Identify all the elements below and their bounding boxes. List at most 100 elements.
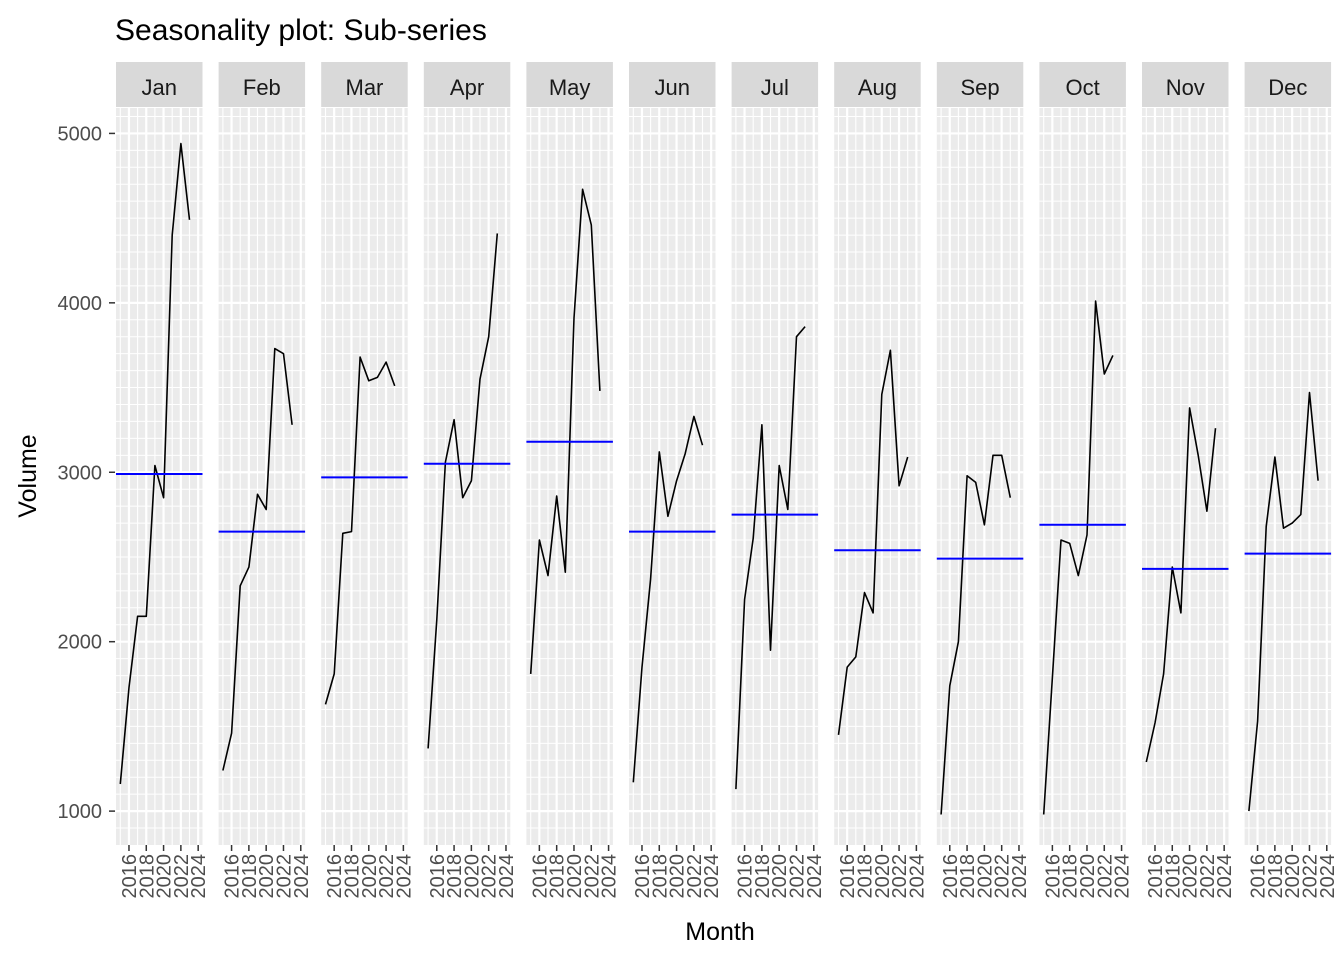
facet-strip-label: Feb bbox=[243, 75, 281, 100]
x-tick-label: 2018 bbox=[854, 854, 876, 899]
x-tick-label: 2016 bbox=[940, 854, 962, 899]
x-tick-label: 2022 bbox=[786, 854, 808, 899]
facet-strip-label: Jun bbox=[655, 75, 690, 100]
x-tick-label: 2024 bbox=[291, 854, 313, 899]
panel-background bbox=[526, 108, 613, 845]
panel-background bbox=[936, 108, 1024, 845]
facet-strip-label: Oct bbox=[1066, 75, 1100, 100]
series-line-apr bbox=[427, 233, 499, 749]
x-tick-label: 2018 bbox=[752, 854, 774, 899]
facet-strip bbox=[731, 62, 819, 107]
x-tick-label: 2022 bbox=[684, 854, 706, 899]
x-tick-label: 2024 bbox=[701, 854, 723, 899]
x-tick-label: 2018 bbox=[1060, 854, 1082, 899]
series-line-oct bbox=[1042, 300, 1114, 815]
panel-background bbox=[834, 108, 921, 845]
x-tick-label: 2024 bbox=[1317, 854, 1339, 899]
x-tick-label: 2024 bbox=[393, 854, 415, 899]
y-axis-label: Volume bbox=[14, 434, 42, 517]
facet-strip-label: Jan bbox=[142, 75, 177, 100]
x-tick-label: 2018 bbox=[444, 854, 466, 899]
x-tick-label: 2016 bbox=[529, 854, 551, 899]
x-tick-label: 2016 bbox=[632, 854, 654, 899]
panel-background bbox=[629, 108, 716, 845]
facet-strip-label: Jul bbox=[761, 75, 789, 100]
x-tick-label: 2020 bbox=[769, 854, 791, 899]
x-tick-label: 2022 bbox=[992, 854, 1014, 899]
x-tick-label: 2018 bbox=[649, 854, 671, 899]
x-tick-label: 2020 bbox=[872, 854, 894, 899]
x-tick-label: 2020 bbox=[154, 854, 176, 899]
facet-strip bbox=[1142, 62, 1229, 107]
x-tick-label: 2016 bbox=[1042, 854, 1064, 899]
x-tick-label: 2018 bbox=[136, 854, 158, 899]
x-tick-label: 2024 bbox=[496, 854, 518, 899]
x-tick-label: 2018 bbox=[341, 854, 363, 899]
x-tick-label: 2024 bbox=[1009, 854, 1031, 899]
x-tick-label: 2020 bbox=[359, 854, 381, 899]
y-tick-label: 5000 bbox=[58, 123, 103, 145]
panel-background bbox=[423, 108, 511, 845]
y-tick-label: 3000 bbox=[58, 462, 103, 484]
x-tick-label: 2020 bbox=[1180, 854, 1202, 899]
x-tick-label: 2024 bbox=[599, 854, 621, 899]
x-tick-label: 2022 bbox=[889, 854, 911, 899]
x-tick-label: 2018 bbox=[547, 854, 569, 899]
facet-strip bbox=[1244, 62, 1332, 107]
x-tick-label: 2016 bbox=[735, 854, 757, 899]
x-tick-label: 2016 bbox=[1248, 854, 1270, 899]
x-tick-label: 2016 bbox=[324, 854, 346, 899]
series-line-mar bbox=[324, 356, 396, 705]
series-line-may bbox=[529, 188, 601, 674]
facet-strip bbox=[936, 62, 1024, 107]
x-tick-label: 2020 bbox=[564, 854, 586, 899]
y-tick-label: 2000 bbox=[58, 632, 103, 654]
x-tick-label: 2016 bbox=[427, 854, 449, 899]
x-tick-label: 2022 bbox=[171, 854, 193, 899]
facet-strip bbox=[526, 62, 613, 107]
x-tick-label: 2024 bbox=[188, 854, 210, 899]
facet-strip bbox=[1039, 62, 1126, 107]
x-tick-label: 2022 bbox=[581, 854, 603, 899]
facet-strip-label: Sep bbox=[960, 75, 999, 100]
x-axis-label: Month bbox=[685, 918, 754, 946]
series-line-aug bbox=[837, 349, 909, 736]
x-tick-label: 2022 bbox=[1197, 854, 1219, 899]
x-tick-label: 2020 bbox=[1282, 854, 1304, 899]
facet-strip-label: Aug bbox=[858, 75, 897, 100]
facet-strip-label: Apr bbox=[450, 75, 484, 100]
facet-strip-label: Mar bbox=[346, 75, 384, 100]
x-tick-label: 2020 bbox=[974, 854, 996, 899]
x-tick-label: 2020 bbox=[667, 854, 689, 899]
x-tick-label: 2018 bbox=[1265, 854, 1287, 899]
series-line-sep bbox=[940, 454, 1012, 815]
panel-background bbox=[116, 108, 203, 845]
facet-strip bbox=[423, 62, 511, 107]
x-tick-label: 2022 bbox=[1299, 854, 1321, 899]
facet-strip-label: Nov bbox=[1166, 75, 1205, 100]
series-line-jun bbox=[632, 415, 704, 783]
x-tick-label: 2022 bbox=[376, 854, 398, 899]
y-axis: 1000 2000 3000 4000 5000 bbox=[58, 123, 115, 823]
facet-strip bbox=[834, 62, 921, 107]
x-tick-label: 2024 bbox=[906, 854, 928, 899]
x-tick-label: 2024 bbox=[1112, 854, 1134, 899]
facet-strip bbox=[116, 62, 203, 107]
facet-strip-label: Dec bbox=[1268, 75, 1307, 100]
x-tick-label: 2018 bbox=[957, 854, 979, 899]
x-tick-label: 2024 bbox=[1214, 854, 1236, 899]
x-tick-label: 2022 bbox=[1094, 854, 1116, 899]
series-line-dec bbox=[1248, 391, 1319, 812]
facet-strip bbox=[218, 62, 306, 107]
facet-strip bbox=[629, 62, 716, 107]
y-tick-label: 4000 bbox=[58, 293, 103, 315]
